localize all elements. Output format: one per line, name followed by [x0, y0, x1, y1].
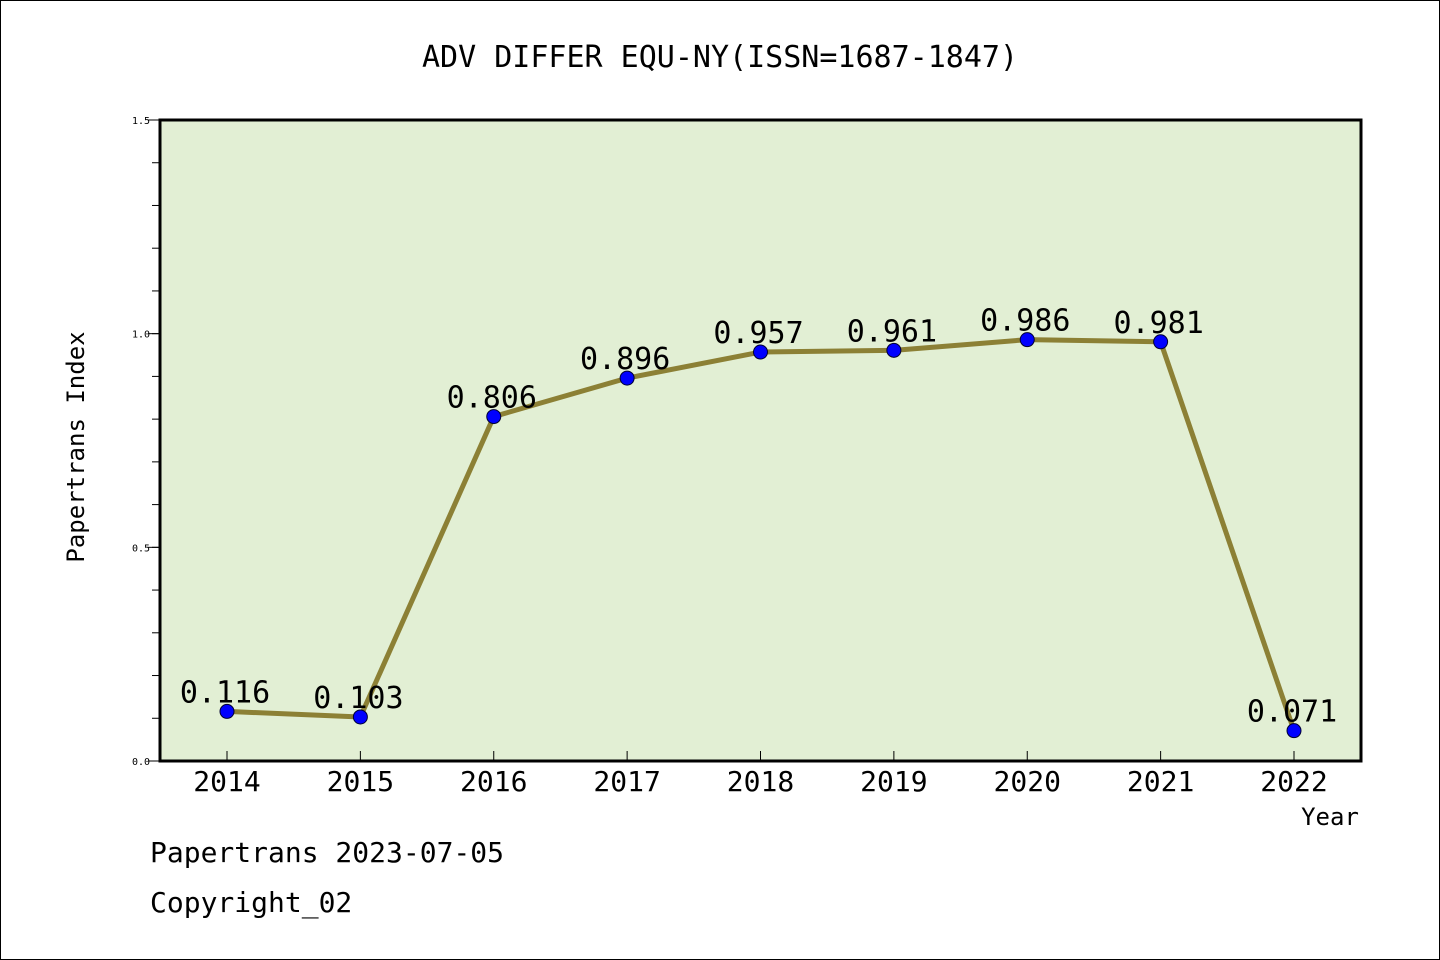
data-point — [619, 370, 635, 386]
data-label: 0.896 — [580, 342, 670, 377]
data-label: 0.103 — [313, 681, 403, 716]
data-label: 0.071 — [1247, 695, 1337, 730]
y-tick-label: 0.0 — [132, 757, 150, 768]
x-tick-label: 2016 — [460, 765, 527, 798]
data-point — [1153, 334, 1169, 350]
x-tick-label: 2021 — [1127, 765, 1194, 798]
data-point — [486, 409, 502, 425]
data-label: 0.957 — [713, 316, 803, 351]
data-labels: 0.116 0.103 0.806 0.896 0.957 0.961 0.986 0.981… — [180, 304, 1337, 730]
footer-date: Papertrans 2023-07-05 — [150, 836, 505, 869]
y-tick-label: 1.0 — [132, 330, 150, 341]
data-point — [1286, 723, 1302, 739]
x-tick-label: 2014 — [193, 765, 260, 798]
y-axis: 0.0 0.5 1.0 1.5 — [132, 116, 160, 768]
data-label: 0.961 — [847, 314, 937, 349]
data-label: 0.116 — [180, 675, 270, 710]
x-tick-label: 2017 — [593, 765, 660, 798]
data-point — [1019, 332, 1035, 348]
data-label: 0.981 — [1113, 306, 1203, 341]
x-tick-label: 2019 — [860, 765, 927, 798]
data-label: 0.806 — [447, 381, 537, 416]
x-tick-label: 2020 — [994, 765, 1061, 798]
chart-title: ADV DIFFER EQU-NY(ISSN=1687-1847) — [422, 40, 1018, 75]
x-tick-label: 2018 — [727, 765, 794, 798]
data-point — [753, 344, 768, 360]
data-point — [352, 709, 368, 725]
plot-area — [158, 118, 1363, 763]
data-point — [219, 703, 235, 719]
series — [219, 332, 1302, 739]
footer-copyright: Copyright_02 — [150, 886, 353, 919]
y-tick-label: 1.5 — [132, 116, 150, 127]
y-axis-label: Papertrans Index — [62, 331, 90, 562]
x-tick-label: 2015 — [327, 765, 394, 798]
y-tick-label: 0.5 — [132, 543, 150, 554]
x-axis-label: Year — [1301, 803, 1359, 831]
x-axis: 2014 2015 2016 2017 2018 2019 2020 2021 2022 — [193, 751, 1328, 798]
x-tick-label: 2022 — [1260, 765, 1327, 798]
data-point — [886, 342, 902, 358]
data-label: 0.986 — [980, 304, 1070, 339]
